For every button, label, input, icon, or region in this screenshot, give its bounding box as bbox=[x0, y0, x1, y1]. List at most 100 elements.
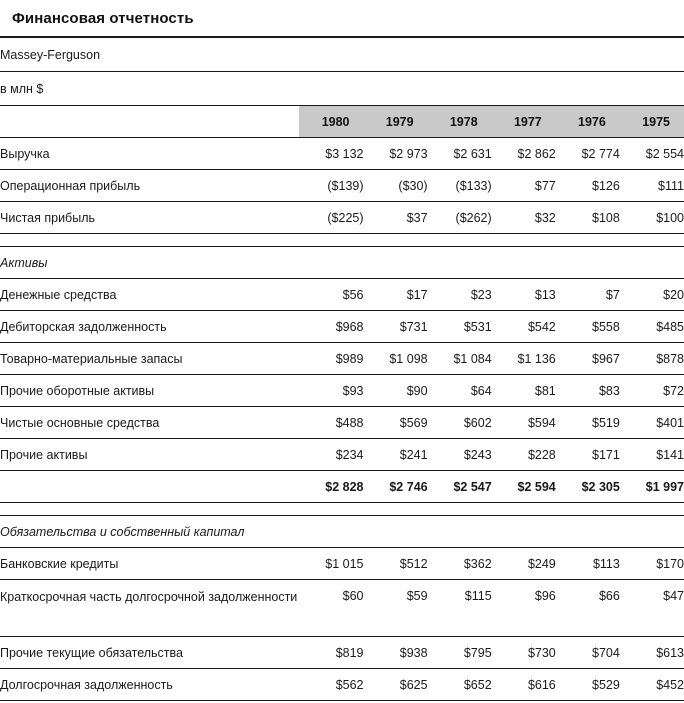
row-value: ($225) bbox=[299, 201, 364, 234]
row-label: Операционная прибыль bbox=[0, 169, 300, 202]
row-value: $72 bbox=[619, 374, 684, 407]
row-value: $613 bbox=[619, 636, 684, 669]
row-value: $625 bbox=[363, 668, 428, 701]
row-value: $47 bbox=[619, 579, 684, 637]
row-value: $542 bbox=[491, 310, 556, 343]
row-value: $401 bbox=[619, 406, 684, 439]
table-row: Операционная прибыль ($139) ($30) ($133)… bbox=[0, 169, 684, 202]
row-value: $488 bbox=[299, 406, 364, 439]
row-label: Прочие активы bbox=[0, 438, 300, 471]
assets-total-value: $2 547 bbox=[427, 470, 492, 503]
company-row-pad bbox=[299, 36, 684, 72]
row-label: Прочие текущие обязательства bbox=[0, 636, 300, 669]
row-value: $93 bbox=[299, 374, 364, 407]
year-header-1980: 1980 bbox=[299, 105, 364, 138]
year-header-1976: 1976 bbox=[555, 105, 620, 138]
table-row: Прочие обязательства $19 $33 $82 $96 $90… bbox=[0, 700, 684, 703]
row-value: $17 bbox=[363, 278, 428, 311]
row-value: $19 bbox=[299, 700, 364, 703]
row-label: Дебиторская задолженность bbox=[0, 310, 300, 343]
year-header-1977: 1977 bbox=[491, 105, 556, 138]
row-value: $1 098 bbox=[363, 342, 428, 375]
company-name: Massey-Ferguson bbox=[0, 36, 300, 72]
row-value: $96 bbox=[491, 700, 556, 703]
row-value: ($139) bbox=[299, 169, 364, 202]
section-header-pad bbox=[299, 515, 684, 548]
row-value: $652 bbox=[427, 668, 492, 701]
row-value: $90 bbox=[363, 374, 428, 407]
row-value: $1 015 bbox=[299, 547, 364, 580]
row-value: $141 bbox=[619, 438, 684, 471]
row-value: $171 bbox=[555, 438, 620, 471]
row-value: $56 bbox=[299, 278, 364, 311]
section-header-assets: Активы bbox=[0, 246, 684, 279]
row-value: $113 bbox=[555, 547, 620, 580]
row-label: Денежные средства bbox=[0, 278, 300, 311]
row-value: $96 bbox=[491, 579, 556, 637]
row-value: $7 bbox=[555, 278, 620, 311]
assets-total-value: $2 305 bbox=[555, 470, 620, 503]
row-value: $234 bbox=[299, 438, 364, 471]
row-label: Товарно-материальные запасы bbox=[0, 342, 300, 375]
units-label: в млн $ bbox=[0, 71, 300, 106]
row-value: $60 bbox=[299, 579, 364, 637]
row-value: $968 bbox=[299, 310, 364, 343]
table-row: Прочие активы $234 $241 $243 $228 $171 $… bbox=[0, 438, 684, 471]
section-header-liabilities: Обязательства и собственный капитал bbox=[0, 515, 684, 548]
row-value: $33 bbox=[363, 700, 428, 703]
row-value: $512 bbox=[363, 547, 428, 580]
row-value: $37 bbox=[363, 201, 428, 234]
row-value: $562 bbox=[299, 668, 364, 701]
row-value: $115 bbox=[427, 579, 492, 637]
row-label: Прочие обязательства bbox=[0, 700, 300, 703]
section-header-pad bbox=[299, 246, 684, 279]
page-title: Финансовая отчетность bbox=[12, 10, 194, 27]
row-value: $2 774 bbox=[555, 137, 620, 170]
row-value: $569 bbox=[363, 406, 428, 439]
row-label: Краткосрочная часть долгосрочной задолже… bbox=[0, 579, 300, 637]
row-value: $2 973 bbox=[363, 137, 428, 170]
row-value: $111 bbox=[619, 169, 684, 202]
table-row: Выручка $3 132 $2 973 $2 631 $2 862 $2 7… bbox=[0, 137, 684, 170]
row-value: ($30) bbox=[363, 169, 428, 202]
section-gap bbox=[0, 233, 684, 247]
table-row: Банковские кредиты $1 015 $512 $362 $249… bbox=[0, 547, 684, 580]
row-value: $20 bbox=[619, 278, 684, 311]
row-label: Чистые основные средства bbox=[0, 406, 300, 439]
table-row: Чистые основные средства $488 $569 $602 … bbox=[0, 406, 684, 439]
row-value: ($133) bbox=[427, 169, 492, 202]
financial-table: Massey-Ferguson в млн $ 1980 1979 1978 1… bbox=[0, 36, 684, 703]
row-value: $2 631 bbox=[427, 137, 492, 170]
row-value: $77 bbox=[491, 169, 556, 202]
row-label: Чистая прибыль bbox=[0, 201, 300, 234]
row-value: $989 bbox=[299, 342, 364, 375]
table-row: Денежные средства $56 $17 $23 $13 $7 $20 bbox=[0, 278, 684, 311]
assets-total-value: $2 746 bbox=[363, 470, 428, 503]
row-value: $59 bbox=[363, 579, 428, 637]
row-value: $485 bbox=[619, 310, 684, 343]
row-value: $3 132 bbox=[299, 137, 364, 170]
company-row: Massey-Ferguson bbox=[0, 36, 684, 72]
row-value: $63 bbox=[619, 700, 684, 703]
financial-table-body: Massey-Ferguson в млн $ 1980 1979 1978 1… bbox=[0, 36, 684, 703]
row-value: $704 bbox=[555, 636, 620, 669]
table-row: Чистая прибыль ($225) $37 ($262) $32 $10… bbox=[0, 201, 684, 234]
row-value: $82 bbox=[427, 700, 492, 703]
row-value: $967 bbox=[555, 342, 620, 375]
row-value: $228 bbox=[491, 438, 556, 471]
row-value: $100 bbox=[619, 201, 684, 234]
row-value: $243 bbox=[427, 438, 492, 471]
row-value: $2 554 bbox=[619, 137, 684, 170]
table-row: Товарно-материальные запасы $989 $1 098 … bbox=[0, 342, 684, 375]
assets-total-value: $1 997 bbox=[619, 470, 684, 503]
assets-total-label bbox=[0, 470, 300, 503]
year-header-row: 1980 1979 1978 1977 1976 1975 bbox=[0, 105, 684, 138]
table-row: Прочие оборотные активы $93 $90 $64 $81 … bbox=[0, 374, 684, 407]
row-value: $362 bbox=[427, 547, 492, 580]
row-label: Выручка bbox=[0, 137, 300, 170]
row-value: $531 bbox=[427, 310, 492, 343]
row-value: $878 bbox=[619, 342, 684, 375]
section-gap-cell bbox=[0, 502, 684, 516]
assets-total-row: $2 828 $2 746 $2 547 $2 594 $2 305 $1 99… bbox=[0, 470, 684, 503]
section-label: Активы bbox=[0, 246, 300, 279]
